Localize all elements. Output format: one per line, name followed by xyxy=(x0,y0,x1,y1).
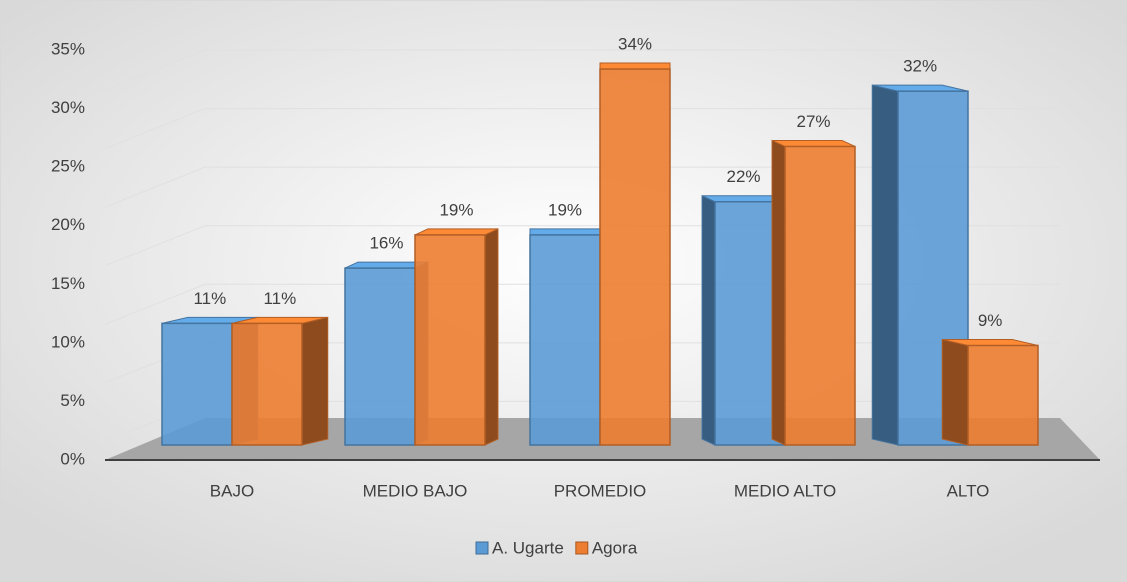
bar-side xyxy=(301,316,329,446)
data-label: 22% xyxy=(727,167,761,186)
bar-front xyxy=(529,234,601,446)
data-label: 19% xyxy=(439,200,473,219)
bar-front xyxy=(784,145,856,446)
grid-line xyxy=(104,108,1060,150)
bar-side xyxy=(871,84,899,446)
bar-front xyxy=(161,322,233,446)
bar-front xyxy=(967,344,1039,446)
x-tick-label: ALTO xyxy=(947,481,990,500)
legend-swatch xyxy=(475,541,489,555)
bar-top xyxy=(771,139,856,147)
data-label: 11% xyxy=(263,289,296,308)
legend-swatch xyxy=(575,541,589,555)
bar-front xyxy=(344,267,416,446)
legend-label: A. Ugarte xyxy=(492,538,564,557)
bar-front xyxy=(231,322,303,446)
bar xyxy=(231,316,329,446)
legend-label: Agora xyxy=(592,538,638,557)
y-tick-label: 5% xyxy=(60,391,85,410)
y-tick-label: 0% xyxy=(60,449,85,468)
bar xyxy=(414,228,499,446)
x-tick-label: PROMEDIO xyxy=(554,481,647,500)
y-tick-label: 15% xyxy=(51,274,85,293)
x-tick-label: MEDIO ALTO xyxy=(734,481,836,500)
data-label: 34% xyxy=(618,35,652,54)
bar xyxy=(599,62,671,446)
data-label: 16% xyxy=(369,234,403,253)
bar-front xyxy=(599,68,671,446)
y-tick-label: 25% xyxy=(51,157,85,176)
grid-line xyxy=(104,49,1060,91)
x-tick-label: BAJO xyxy=(210,481,254,500)
bar-front xyxy=(414,234,486,446)
bar-top xyxy=(529,228,601,236)
y-tick-label: 20% xyxy=(51,215,85,234)
bar xyxy=(771,139,856,446)
data-label: 11% xyxy=(193,289,226,308)
bar-side xyxy=(771,139,786,446)
bar-side xyxy=(701,194,716,446)
bar xyxy=(941,338,1039,446)
data-label: 27% xyxy=(797,112,831,131)
data-label: 9% xyxy=(978,311,1003,330)
y-tick-label: 10% xyxy=(51,332,85,351)
bar-top xyxy=(414,228,499,236)
bar xyxy=(529,228,601,446)
bar-side xyxy=(484,228,499,446)
y-tick-label: 30% xyxy=(51,98,85,117)
data-label: 19% xyxy=(548,200,582,219)
y-tick-label: 35% xyxy=(51,39,85,58)
bar-side xyxy=(941,338,969,446)
x-tick-label: MEDIO BAJO xyxy=(363,481,468,500)
bar-top xyxy=(599,62,671,70)
data-label: 32% xyxy=(903,57,937,76)
